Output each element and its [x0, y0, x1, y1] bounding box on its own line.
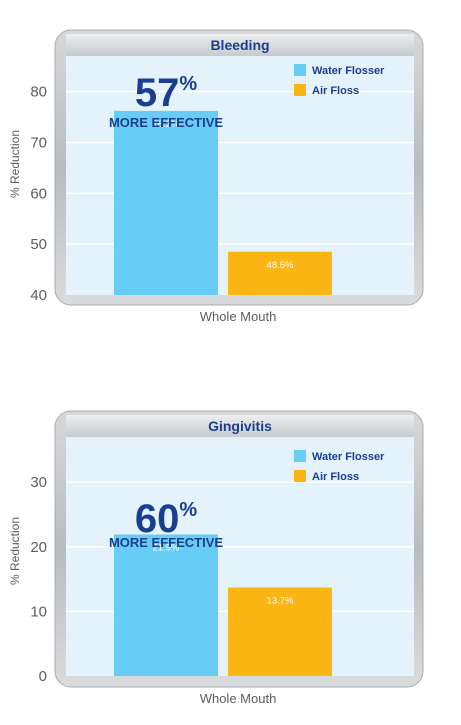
legend-swatch [294, 470, 306, 482]
callout-text: MORE EFFECTIVE [109, 115, 223, 130]
callout-unit: % [179, 73, 197, 95]
y-tick-label: 30 [30, 474, 47, 491]
callout-text: MORE EFFECTIVE [109, 535, 223, 550]
chart-panel-2: Gingivitis 0 10 20 30 % Reduction Whole Mouth 2… [8, 410, 424, 706]
chart-title: Bleeding [210, 37, 269, 53]
y-tick-label: 60 [30, 185, 47, 202]
bar-data-label: 48.5% [267, 260, 294, 271]
x-axis-label: Whole Mouth [200, 309, 277, 324]
title-bar [66, 415, 414, 437]
bar-air-floss [228, 587, 332, 676]
callout-unit: % [179, 499, 197, 521]
chart-title: Gingivitis [208, 418, 272, 434]
bar-water-flosser [114, 534, 218, 676]
legend-swatch [294, 450, 306, 462]
bar-air-floss [228, 251, 332, 295]
callout-value: 57% [135, 71, 198, 115]
y-tick-label: 50 [30, 236, 47, 253]
bar-data-label: 21.9% [153, 543, 180, 554]
legend-swatch [294, 64, 306, 76]
y-tick-label: 80 [30, 84, 47, 101]
legend-label: Air Floss [312, 471, 359, 483]
title-bar [66, 34, 414, 56]
bar-data-label: 13.7% [267, 596, 294, 607]
bar-data-label: 76.2% [153, 119, 180, 130]
y-tick-label: 0 [39, 668, 47, 685]
legend-label: Water Flosser [312, 65, 385, 77]
callout-value: 60% [135, 497, 198, 541]
legend-label: Air Floss [312, 85, 359, 97]
y-tick-label: 70 [30, 134, 47, 151]
y-axis-label: % Reduction [8, 517, 22, 585]
legend-label: Water Flosser [312, 451, 385, 463]
x-axis-label: Whole Mouth [200, 691, 277, 706]
chart-panel-1: Bleeding 40 50 60 70 80 % Reduction Whole Mouth… [8, 29, 424, 324]
bar-water-flosser [114, 110, 218, 295]
y-axis-label: % Reduction [8, 130, 22, 198]
y-tick-label: 40 [30, 287, 47, 304]
y-tick-label: 20 [30, 539, 47, 556]
y-tick-label: 10 [30, 603, 47, 620]
callout-number: 60 [135, 497, 180, 541]
legend-swatch [294, 84, 306, 96]
callout-number: 57 [135, 71, 180, 115]
